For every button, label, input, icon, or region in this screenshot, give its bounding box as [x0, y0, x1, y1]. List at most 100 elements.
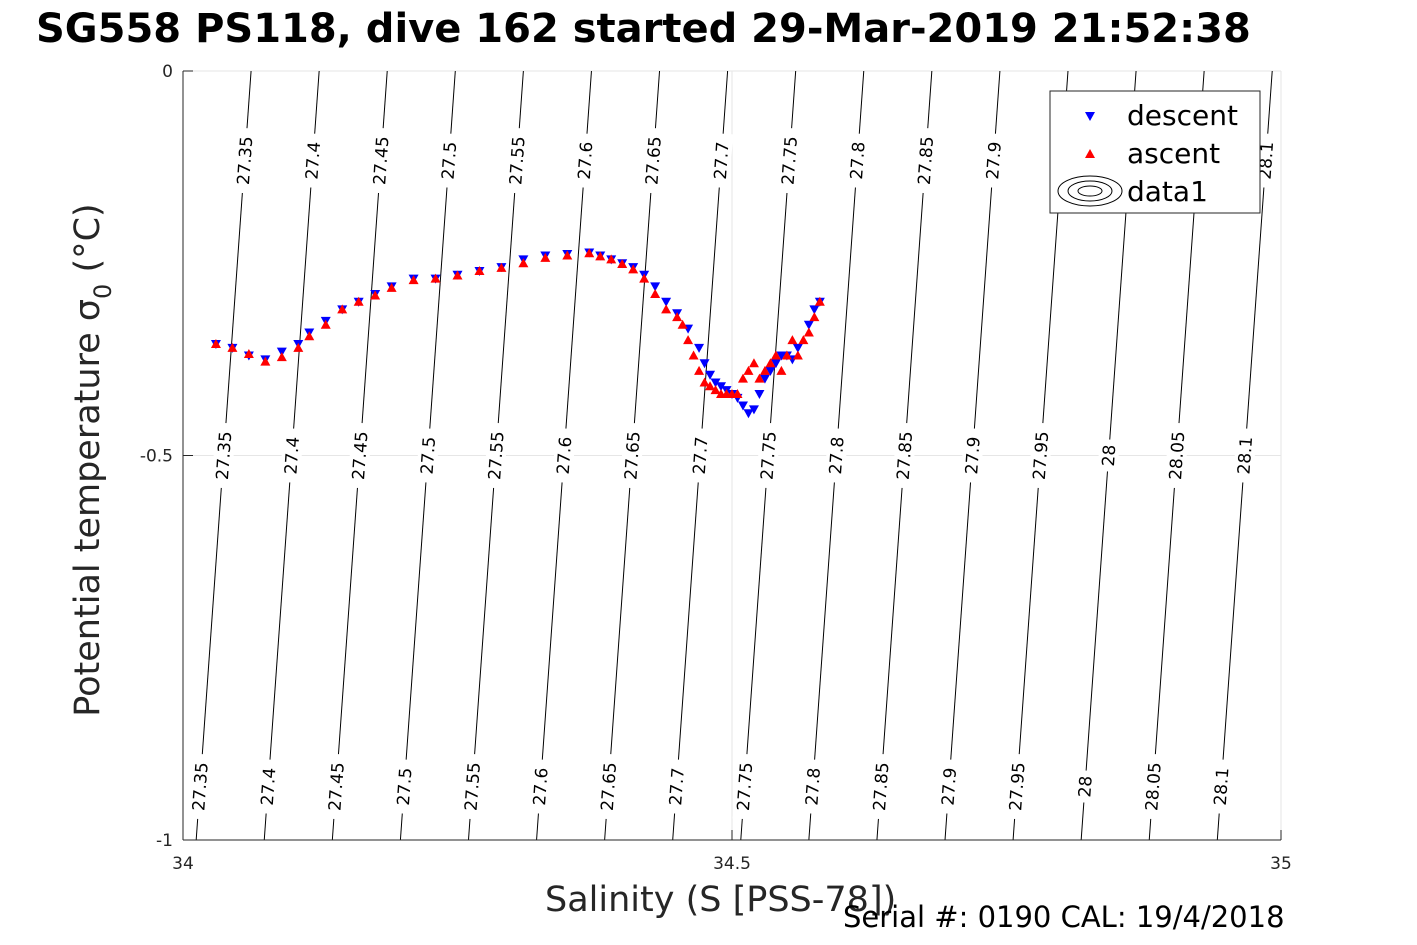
isopycnal-label-bg — [437, 132, 461, 189]
isopycnal-label-group: 27.7 — [709, 132, 734, 189]
isopycnal-label-bg — [300, 132, 325, 189]
isopycnal-label: 27.65 — [642, 136, 665, 186]
isopycnal-label: 27.8 — [847, 141, 870, 180]
isopycnal-label: 27.4 — [258, 767, 281, 806]
isopycnal-label-group: 27.5 — [415, 427, 441, 484]
isopycnal-label: 27.6 — [554, 436, 577, 475]
isopycnal-label: 27.7 — [690, 436, 713, 475]
ascent-point — [809, 312, 820, 322]
ascent-point — [699, 377, 710, 387]
legend-box — [1049, 90, 1261, 214]
y-axis-label-unit: (°C) — [68, 203, 108, 284]
isopycnal-label: 28.05 — [1166, 431, 1189, 481]
isopycnal-label: 28.1 — [1234, 436, 1257, 475]
isopycnal-label-bg — [640, 127, 666, 194]
isopycnal-label: 27.7 — [711, 141, 734, 180]
isopycnal-label: 28 — [1099, 444, 1120, 467]
isopycnal-label-group: 27.65 — [640, 127, 666, 194]
ascent-point — [683, 335, 694, 345]
descent-point — [809, 305, 820, 315]
isopycnal-label: 27.65 — [621, 431, 644, 481]
isopycnal-label-group: 27.35 — [187, 753, 213, 820]
ascent-point — [672, 312, 683, 322]
isopycnal-label-bg — [664, 758, 689, 815]
isopycnal-label: 27.85 — [870, 762, 893, 812]
ascent-point — [787, 335, 798, 345]
isopycnal-label-group: 27.6 — [552, 427, 577, 484]
isopycnal-contours: 27.35 27.35 27.35 27.4 27.4 27.4 27.45 27.45 27.… — [187, 70, 1278, 841]
ascent-point — [562, 250, 573, 260]
isopycnal-label: 27.5 — [418, 436, 441, 475]
isopycnal-label-group: 27.7 — [664, 758, 689, 815]
legend-descent-marker — [1085, 112, 1095, 121]
isopycnal-label-bg — [960, 427, 985, 484]
isopycnal-label-bg — [368, 127, 394, 194]
isopycnal-label-group: 27.4 — [256, 758, 281, 815]
isopycnal-label-bg — [892, 422, 917, 489]
descent-point — [792, 343, 803, 353]
isopycnal-label-bg — [552, 427, 576, 484]
descent-point — [754, 389, 765, 399]
isopycnal-label: 27.55 — [462, 762, 485, 812]
ascent-point — [617, 259, 628, 269]
isopycnal-label-group: 28.05 — [1140, 753, 1166, 820]
ascent-point — [304, 331, 315, 341]
ascent-point — [798, 335, 809, 345]
isopycnal-label: 27.75 — [758, 431, 781, 481]
y-axis-label-main: Potential temperature — [68, 321, 108, 717]
isopycnal-label: 27.35 — [234, 136, 257, 186]
ascent-point — [353, 296, 364, 306]
isopycnal-label-group: 27.9 — [960, 427, 985, 484]
isopycnal-label-group: 27.55 — [483, 422, 509, 489]
ascent-point — [474, 265, 485, 275]
ascent-point — [337, 304, 348, 314]
isopycnal-label-bg — [1209, 758, 1234, 815]
isopycnal-label-bg — [845, 132, 870, 189]
data-points — [210, 248, 825, 419]
isopycnal-label: 27.9 — [962, 436, 985, 475]
legend-data1-contour-icon — [1057, 175, 1123, 207]
isopycnal-label: 28 — [1075, 775, 1096, 798]
axes: 34 34.5 35 -1 -0.5 0 — [140, 62, 1292, 874]
ascent-point — [496, 262, 507, 272]
isopycnal-label: 27.85 — [894, 431, 917, 481]
ascent-point — [639, 273, 650, 283]
isopycnal-label-group: 27.6 — [528, 758, 553, 815]
isopycnal-label-bg — [256, 758, 280, 815]
ascent-point — [677, 319, 688, 329]
legend-ascent-label: ascent — [1127, 137, 1220, 170]
isopycnal-label-group: 27.8 — [824, 427, 849, 484]
isopycnal-label: 28.1 — [1211, 767, 1234, 806]
isopycnal-label-bg — [800, 758, 825, 815]
isopycnal-label-group: 27.7 — [688, 427, 713, 484]
isopycnal-label-bg — [232, 127, 257, 194]
y-tick-label: -0.5 — [140, 447, 173, 467]
isopycnal-label-bg — [1028, 422, 1053, 489]
isopycnal-label: 27.4 — [302, 141, 325, 180]
ascent-point — [781, 350, 792, 360]
ascent-point — [518, 258, 529, 268]
isopycnal-label-bg — [460, 753, 485, 820]
descent-point — [803, 320, 814, 330]
x-tick-label: 34 — [172, 854, 194, 874]
isopycnal-label-group: 27.6 — [573, 132, 597, 189]
isopycnal-label-bg — [1232, 427, 1257, 484]
isopycnal-label-group: 27.85 — [892, 422, 917, 489]
x-tick-label: 34.5 — [713, 854, 751, 874]
ascent-point — [540, 252, 551, 262]
ascent-point — [737, 373, 748, 383]
isopycnal-label-group: 27.65 — [596, 753, 621, 820]
ascent-point — [732, 388, 743, 398]
isopycnal-label-bg — [323, 753, 349, 820]
ascent-point — [606, 254, 617, 264]
x-axis-label: Salinity (S [PSS-78]) — [545, 880, 897, 920]
isopycnal-label: 27.6 — [530, 767, 553, 806]
isopycnal-label-group: 27.85 — [868, 753, 893, 820]
isopycnal-label-bg — [528, 758, 553, 815]
isopycnal-label-group: 27.35 — [211, 422, 236, 489]
isopycnal-label: 28.05 — [1142, 762, 1165, 812]
isopycnal-label-group: 27.4 — [279, 427, 304, 484]
isopycnal-label-bg — [709, 132, 734, 189]
ascent-point — [650, 289, 661, 299]
